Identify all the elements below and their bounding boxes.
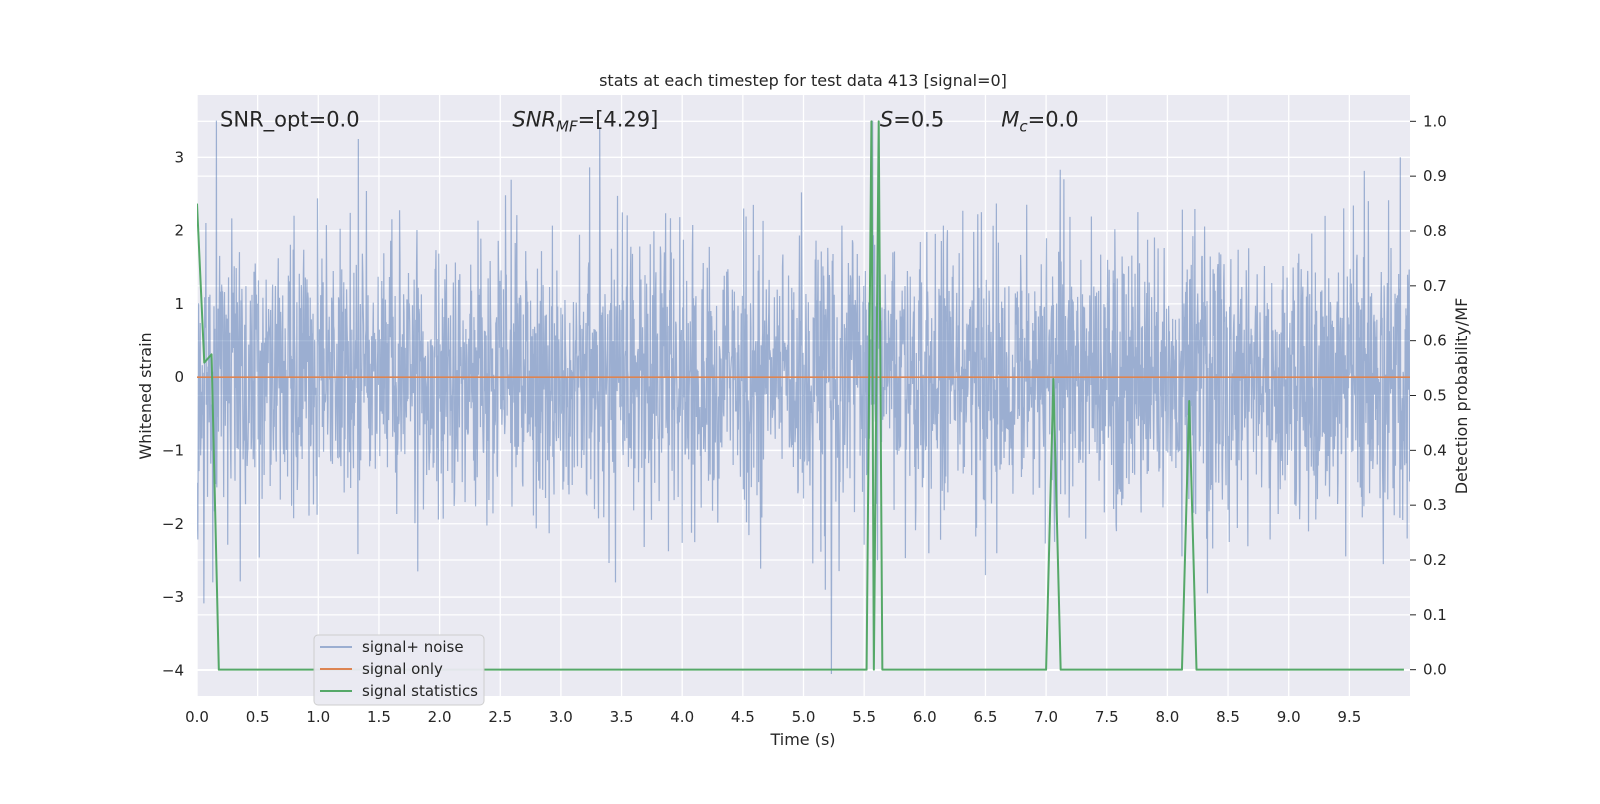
series-signal-noise [197, 120, 1410, 675]
legend-label-signal-statistics: signal statistics [362, 682, 478, 700]
legend-label-signal-noise: signal+ noise [362, 638, 464, 656]
x-tick-label: 1.0 [306, 708, 330, 726]
annotation-snr_mf: SNRMF=[4.29] [512, 108, 658, 136]
y-tick-label: −3 [162, 588, 184, 606]
y2-tick-label: 0.7 [1423, 277, 1447, 295]
y-axis-label: Whitened strain [136, 332, 155, 459]
y2-tick-label: 0.5 [1423, 387, 1447, 405]
y-tick-label: 0 [174, 368, 184, 386]
x-tick-label: 1.5 [367, 708, 391, 726]
annotation-s_stat: S=0.5 [880, 108, 944, 132]
x-tick-label: 3.5 [610, 708, 634, 726]
x-tick-label: 0.0 [185, 708, 209, 726]
legend: signal+ noise signal only signal statist… [313, 634, 485, 706]
x-tick-label: 8.5 [1216, 708, 1240, 726]
y-tick-label: 3 [174, 148, 184, 166]
x-tick-label: 0.5 [246, 708, 270, 726]
x-tick-label: 2.5 [488, 708, 512, 726]
chart-title: stats at each timestep for test data 413… [599, 71, 1007, 90]
x-tick-label: 7.0 [1034, 708, 1058, 726]
y-tick-label: −4 [162, 661, 184, 679]
series-layer [197, 120, 1410, 675]
annotations: SNR_opt=0.0 SNRMF=[4.29] S=0.5 Mc=0.0 [220, 108, 1079, 136]
y2-tick-label: 1.0 [1423, 112, 1447, 130]
y2-tick-label: 0.3 [1423, 496, 1447, 514]
x-tick-label: 9.0 [1277, 708, 1301, 726]
x-tick-label: 5.5 [852, 708, 876, 726]
y2-tick-label: 0.6 [1423, 332, 1447, 350]
x-tick-label: 5.0 [792, 708, 816, 726]
y-tick-label: −1 [162, 441, 184, 459]
x-tick-label: 7.5 [1095, 708, 1119, 726]
x-tick-label: 8.0 [1155, 708, 1179, 726]
x-tick-label: 4.5 [731, 708, 755, 726]
x-axis-label: Time (s) [769, 730, 835, 749]
y-tick-label: 2 [174, 222, 184, 240]
y2-tick-label: 0.4 [1423, 441, 1447, 459]
tick-labels: 0.0 0.5 1.0 1.5 2.0 2.5 3.0 3.5 4.0 4.5 5.0 5.5 6.0 6… [162, 112, 1447, 726]
x-tick-label: 4.0 [670, 708, 694, 726]
annotation-mc: Mc=0.0 [1001, 108, 1078, 136]
x-tick-label: 3.0 [549, 708, 573, 726]
legend-label-signal-only: signal only [362, 660, 443, 678]
x-tick-label: 9.5 [1337, 708, 1361, 726]
y2-tick-label: 0.9 [1423, 167, 1447, 185]
y-tick-label: −2 [162, 515, 184, 533]
x-tick-label: 6.0 [913, 708, 937, 726]
legend-box [313, 634, 485, 706]
series-signal-statistics [197, 120, 1404, 671]
x-tick-label: 6.5 [974, 708, 998, 726]
y2-tick-label: 0.1 [1423, 606, 1447, 624]
y2-tick-label: 0.2 [1423, 551, 1447, 569]
y2-tick-label: 0.8 [1423, 222, 1447, 240]
x-tick-label: 2.0 [428, 708, 452, 726]
y2-tick-label: 0.0 [1423, 661, 1447, 679]
y2-axis-label: Detection probability/MF [1452, 298, 1471, 495]
annotation-snr_opt: SNR_opt=0.0 [220, 108, 360, 133]
y-tick-label: 1 [174, 295, 184, 313]
